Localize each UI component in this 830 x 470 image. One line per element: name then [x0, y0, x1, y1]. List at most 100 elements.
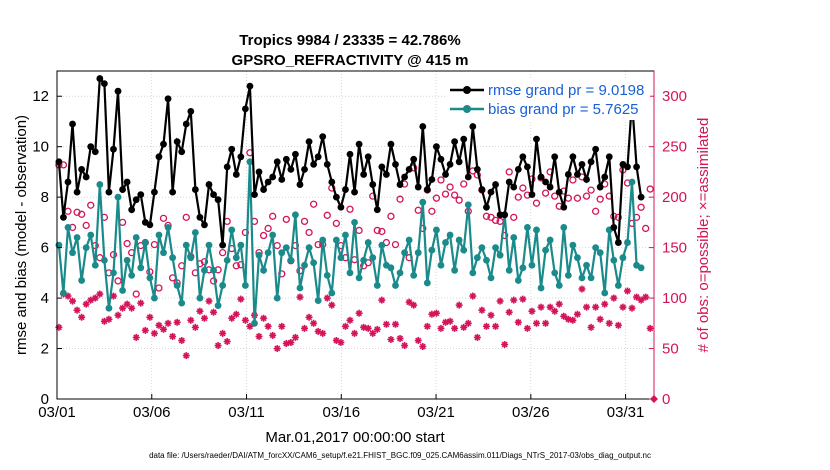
rmse-point [396, 181, 404, 188]
obs-assimilated-point [146, 313, 154, 321]
rmse-point [100, 80, 108, 88]
bias-point [164, 224, 172, 231]
rmse-point [473, 166, 481, 173]
rmse-point [228, 145, 236, 153]
bias-point [637, 264, 645, 272]
y-axis-right-label: # of obs: o=possible; ×=assimilated [695, 118, 712, 353]
bias-point [337, 254, 345, 262]
obs-assimilated-point [191, 323, 199, 331]
rmse-point [169, 188, 177, 196]
rmse-point [414, 183, 422, 191]
legend-bias-marker [463, 105, 471, 113]
obs-assimilated-point [355, 309, 363, 317]
bias-point [251, 319, 258, 327]
rmse-point [592, 145, 600, 153]
obs-assimilated-point [123, 300, 131, 308]
obs-assimilated-point [487, 311, 495, 319]
obs-possible-point [282, 215, 290, 224]
rmse-point [483, 203, 490, 211]
obs-assimilated-point [73, 306, 81, 314]
rmse-point [364, 153, 372, 161]
bias-point [178, 299, 186, 307]
obs-assimilated-point [601, 300, 609, 308]
obs-assimilated-point [128, 304, 136, 312]
rmse-point [528, 191, 536, 199]
obs-assimilated-point [414, 336, 422, 344]
bias-point [292, 211, 299, 219]
bias-point [610, 256, 618, 264]
rmse-point [296, 181, 304, 188]
obs-assimilated-point [510, 296, 518, 304]
rmse-point [64, 178, 72, 186]
x-tick-label: 03/06 [133, 404, 171, 421]
rmse-point [455, 158, 463, 166]
bias-point [460, 246, 468, 254]
bias-point [510, 234, 518, 241]
obs-assimilated-point [391, 320, 399, 328]
rmse-point [492, 181, 499, 188]
obs-possible-point [646, 185, 654, 193]
rmse-point [433, 143, 440, 151]
rmse-point [382, 171, 390, 178]
bias-point [87, 231, 95, 239]
obs-possible-point [387, 212, 395, 220]
rmse-point [369, 181, 377, 188]
obs-assimilated-point [278, 322, 286, 330]
obs-assimilated-point [69, 297, 77, 305]
y-tick-label: 6 [41, 240, 49, 257]
bias-point [578, 274, 586, 282]
bias-point [592, 244, 600, 252]
rmse-point [423, 186, 431, 193]
bias-point [628, 178, 636, 186]
rmse-point [451, 138, 459, 146]
obs-possible-point [428, 207, 436, 215]
obs-assimilated-point [364, 324, 372, 332]
bias-point [478, 244, 486, 252]
obs-assimilated-point [78, 313, 86, 321]
obs-possible-point [332, 219, 341, 228]
obs-assimilated-point [555, 300, 563, 308]
rmse-point [351, 188, 358, 196]
obs-possible-point [446, 183, 454, 191]
bias-point [264, 249, 272, 257]
obs-assimilated-point [369, 329, 377, 337]
obs-assimilated-point [141, 326, 149, 334]
rmse-point [155, 153, 163, 161]
obs-assimilated-point [237, 295, 245, 303]
bias-point [64, 224, 72, 231]
obs-assimilated-point [592, 303, 600, 311]
obs-assimilated-point [228, 314, 236, 322]
chart-title-line1: Tropics 9984 / 23335 = 42.786% [239, 32, 460, 49]
bias-point [173, 282, 181, 289]
rmse-point [546, 183, 554, 191]
bias-point [437, 261, 445, 269]
bias-point [273, 294, 281, 302]
rmse-point [91, 148, 99, 156]
bias-point [373, 282, 381, 289]
obs-assimilated-point [164, 319, 172, 327]
bias-point [132, 234, 140, 241]
rmse-point [251, 191, 258, 199]
y-right-tick-label: 50 [662, 341, 679, 358]
rmse-point [523, 163, 531, 171]
obs-assimilated-point [473, 333, 481, 341]
obs-possible-point [569, 176, 577, 184]
obs-assimilated-point [219, 329, 227, 337]
obs-possible-point [159, 214, 168, 222]
rmse-point [610, 224, 618, 231]
obs-possible-point [591, 207, 600, 215]
bias-point [201, 266, 208, 274]
rmse-point [501, 211, 509, 219]
y-right-tick-label: 100 [662, 290, 687, 307]
rmse-point [537, 173, 545, 181]
rmse-point [146, 221, 154, 229]
bias-point [387, 264, 395, 272]
rmse-point [332, 193, 340, 201]
obs-assimilated-point [501, 341, 509, 349]
rmse-point [178, 148, 186, 156]
bias-point [528, 261, 536, 269]
y-axis-right-origin-marker [650, 395, 658, 403]
bias-point [314, 297, 322, 304]
obs-possible-point [264, 224, 272, 233]
obs-possible-point [573, 194, 582, 202]
